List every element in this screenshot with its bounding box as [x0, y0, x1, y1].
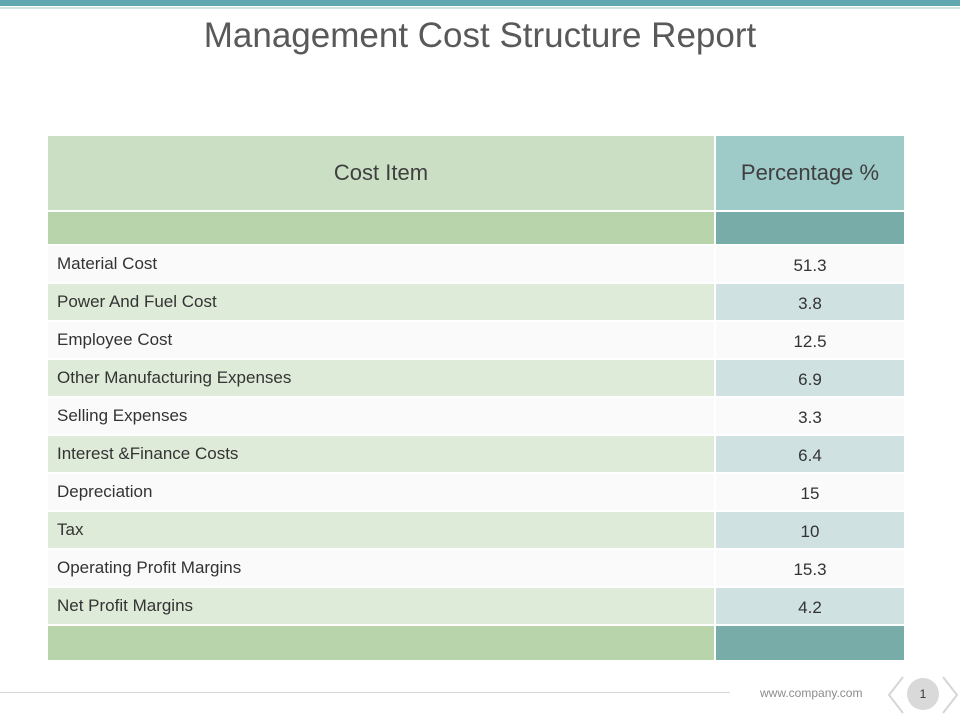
percentage-cell: 6.4 — [716, 436, 904, 472]
table-row: Selling Expenses 3.3 — [48, 398, 904, 434]
chevron-left-icon[interactable] — [886, 675, 906, 715]
percentage-cell: 10 — [716, 512, 904, 548]
bottom-band-left — [48, 626, 714, 660]
page-navigator: 1 — [886, 675, 960, 715]
header-percentage: Percentage % — [716, 136, 904, 210]
cost-item-cell: Power And Fuel Cost — [48, 284, 714, 320]
table-header-row: Cost Item Percentage % — [48, 136, 904, 210]
page-number-badge: 1 — [907, 678, 939, 710]
cost-item-cell: Depreciation — [48, 474, 714, 510]
table-row: Operating Profit Margins 15.3 — [48, 550, 904, 586]
table-row: Other Manufacturing Expenses 6.9 — [48, 360, 904, 396]
percentage-cell: 51.3 — [716, 246, 904, 282]
footer-divider — [0, 692, 730, 693]
percentage-cell: 6.9 — [716, 360, 904, 396]
cost-item-cell: Other Manufacturing Expenses — [48, 360, 714, 396]
table-row: Interest &Finance Costs 6.4 — [48, 436, 904, 472]
table-row: Tax 10 — [48, 512, 904, 548]
cost-table: Cost Item Percentage % Material Cost 51.… — [48, 136, 904, 662]
percentage-cell: 15.3 — [716, 550, 904, 586]
table-top-band — [48, 212, 904, 244]
page-title: Management Cost Structure Report — [203, 16, 757, 55]
cost-item-cell: Material Cost — [48, 246, 714, 282]
percentage-cell: 4.2 — [716, 588, 904, 624]
table-row: Employee Cost 12.5 — [48, 322, 904, 358]
cost-item-cell: Interest &Finance Costs — [48, 436, 714, 472]
cost-item-cell: Net Profit Margins — [48, 588, 714, 624]
table-row: Depreciation 15 — [48, 474, 904, 510]
top-band-left — [48, 212, 714, 244]
cost-item-cell: Selling Expenses — [48, 398, 714, 434]
top-accent-line — [0, 7, 960, 9]
percentage-cell: 15 — [716, 474, 904, 510]
header-cost-item: Cost Item — [48, 136, 714, 210]
percentage-cell: 3.8 — [716, 284, 904, 320]
top-accent-bar — [0, 0, 960, 6]
cost-item-cell: Employee Cost — [48, 322, 714, 358]
chevron-right-icon[interactable] — [940, 675, 960, 715]
table-row: Material Cost 51.3 — [48, 246, 904, 282]
cost-item-cell: Operating Profit Margins — [48, 550, 714, 586]
percentage-cell: 3.3 — [716, 398, 904, 434]
bottom-band-right — [716, 626, 904, 660]
top-band-right — [716, 212, 904, 244]
table-row: Power And Fuel Cost 3.8 — [48, 284, 904, 320]
table-bottom-band — [48, 626, 904, 660]
table-row: Net Profit Margins 4.2 — [48, 588, 904, 624]
cost-item-cell: Tax — [48, 512, 714, 548]
percentage-cell: 12.5 — [716, 322, 904, 358]
footer-url: www.company.com — [760, 686, 863, 700]
